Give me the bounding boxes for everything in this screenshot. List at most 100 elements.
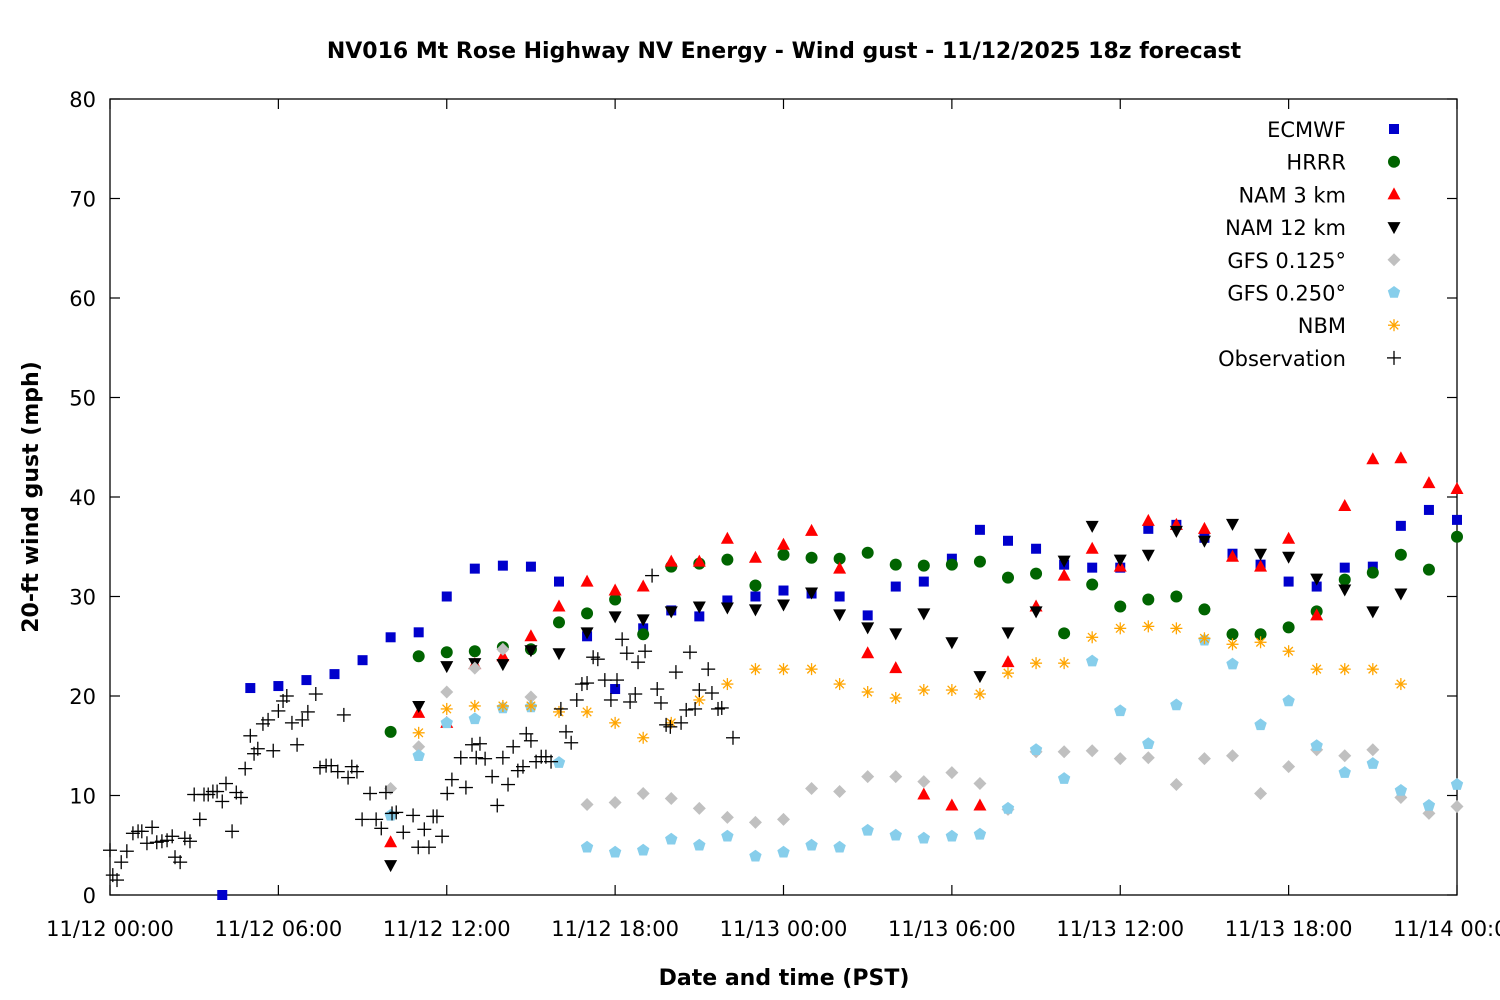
data-point-shape: [1282, 551, 1296, 564]
data-point: [295, 712, 310, 727]
data-point: [1002, 667, 1014, 680]
data-point-shape: [1113, 554, 1127, 567]
data-point: [692, 601, 706, 614]
data-point: [1142, 620, 1155, 633]
data-point-shape: [861, 546, 874, 559]
data-point-shape: [1141, 513, 1155, 526]
data-point: [619, 646, 634, 661]
data-point: [862, 610, 873, 621]
data-point-shape: [721, 553, 734, 566]
data-point: [721, 553, 734, 566]
data-point: [1113, 752, 1127, 766]
data-point-shape: [1254, 628, 1267, 641]
data-point-shape: [469, 563, 480, 574]
data-point: [645, 568, 660, 583]
data-point-shape: [1338, 573, 1351, 586]
data-point: [1198, 603, 1211, 616]
data-point: [496, 699, 509, 712]
data-point-shape: [1085, 541, 1099, 554]
data-point-shape: [1394, 451, 1408, 464]
data-point: [440, 685, 454, 699]
data-point: [1057, 568, 1071, 581]
data-point-shape: [1141, 751, 1155, 765]
data-point: [559, 724, 574, 739]
data-point-shape: [554, 576, 564, 587]
data-point: [441, 591, 452, 602]
data-point-stroke: [806, 664, 817, 674]
data-point-shape: [1114, 704, 1127, 717]
data-point-shape: [385, 632, 396, 643]
data-point: [833, 561, 847, 574]
data-point: [284, 715, 299, 730]
data-point: [1226, 749, 1239, 763]
data-point-stroke: [638, 733, 648, 743]
data-point-shape: [496, 642, 510, 656]
data-point: [777, 812, 790, 826]
data-point: [1282, 621, 1295, 634]
data-point-shape: [1254, 787, 1268, 801]
data-point: [603, 692, 618, 707]
data-point: [861, 646, 875, 659]
data-point: [429, 809, 444, 824]
data-point: [725, 730, 740, 745]
data-point-shape: [1001, 627, 1015, 640]
data-point-shape: [973, 827, 987, 840]
data-point: [694, 611, 705, 622]
data-point: [1339, 562, 1350, 573]
data-point: [1197, 521, 1211, 534]
data-point: [1086, 578, 1099, 591]
data-point: [1366, 606, 1380, 619]
data-point-shape: [861, 646, 875, 659]
data-point: [553, 701, 568, 716]
data-point: [1058, 657, 1071, 670]
data-point: [245, 683, 256, 694]
legend-marker-shape: [1387, 187, 1401, 200]
data-point-shape: [834, 591, 845, 602]
data-point: [468, 645, 481, 658]
data-point-shape: [1226, 628, 1239, 641]
data-point: [1226, 628, 1239, 641]
y-tick-label: 70: [69, 188, 96, 212]
data-point: [720, 531, 734, 544]
data-point-shape: [805, 523, 819, 536]
data-point-shape: [1338, 766, 1351, 778]
data-point: [1254, 559, 1268, 572]
data-point: [182, 834, 197, 849]
data-point-shape: [441, 591, 452, 602]
legend-label: ECMWF: [1267, 118, 1346, 142]
data-point: [580, 574, 594, 587]
data-point-stroke: [1227, 639, 1238, 649]
data-point: [465, 737, 480, 752]
data-point: [385, 632, 396, 643]
data-point-shape: [748, 604, 762, 617]
y-tick-label: 80: [69, 88, 96, 112]
data-point: [833, 609, 847, 622]
data-point-shape: [384, 725, 397, 738]
data-point: [861, 546, 874, 559]
data-point: [608, 583, 622, 596]
data-point: [945, 766, 959, 780]
data-point-shape: [1423, 504, 1434, 515]
data-point: [608, 845, 622, 858]
data-point: [1114, 622, 1127, 635]
data-point-shape: [636, 614, 650, 627]
data-point: [341, 770, 356, 785]
data-point: [623, 694, 638, 709]
data-point-shape: [973, 555, 986, 568]
data-point-stroke: [1311, 664, 1322, 674]
data-point-shape: [245, 683, 256, 694]
data-point: [692, 554, 706, 567]
data-point-shape: [1422, 476, 1436, 489]
data-point: [1423, 504, 1434, 515]
data-point: [861, 622, 875, 635]
data-point: [1338, 766, 1351, 778]
data-point: [1030, 567, 1043, 580]
data-point: [889, 828, 902, 841]
data-point-shape: [1450, 778, 1464, 790]
data-point-shape: [918, 576, 929, 587]
data-point-shape: [273, 681, 284, 692]
data-point-shape: [581, 607, 594, 620]
data-point-shape: [917, 608, 931, 621]
data-point-shape: [384, 860, 398, 873]
y-tick-label: 40: [69, 486, 96, 510]
